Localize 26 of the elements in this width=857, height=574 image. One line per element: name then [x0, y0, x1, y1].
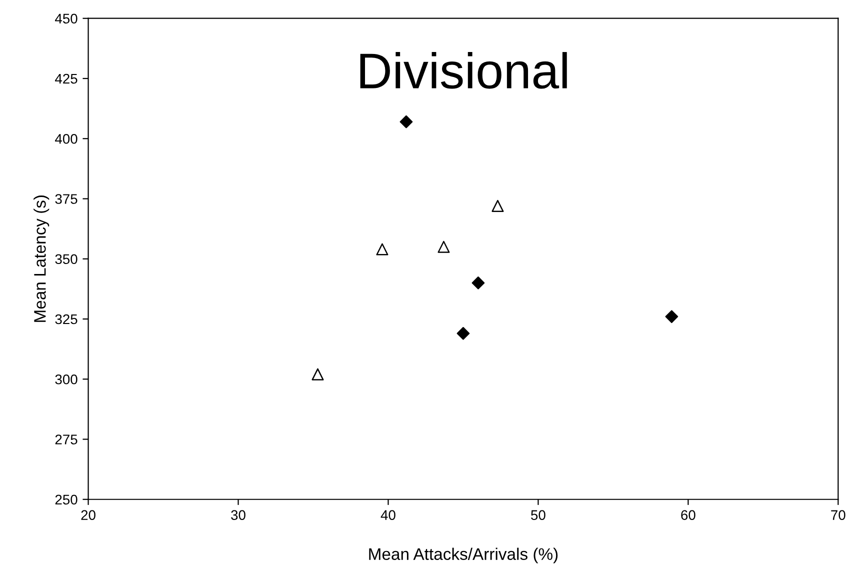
y-tick-label: 300 [55, 374, 78, 384]
x-tick-label: 40 [380, 510, 396, 520]
y-tick-label: 400 [55, 134, 78, 144]
point [312, 368, 324, 380]
x-tick-label: 50 [531, 510, 546, 520]
x-tick-label: 20 [81, 510, 96, 520]
y-tick-label: 250 [55, 494, 78, 505]
x-tick-label: 30 [231, 510, 246, 520]
y-tick-label: 425 [55, 74, 78, 84]
y-tick-label: 275 [55, 434, 78, 444]
point [376, 243, 388, 256]
y-tick-label: 375 [55, 194, 78, 204]
y-tick-label: 350 [55, 254, 78, 264]
x-tick-label: 60 [681, 510, 696, 520]
y-tick-label: 325 [55, 314, 78, 324]
point [665, 310, 678, 324]
y-tick-label: 450 [55, 14, 78, 24]
y-axis-title: Mean Latency (s) [34, 196, 50, 322]
text: Divisional [360, 52, 567, 89]
point [456, 326, 470, 340]
point [492, 200, 504, 212]
point [400, 115, 413, 128]
x-axis-title: Mean Attacks/Arrivals (%) [369, 548, 558, 564]
x-tick-label: 70 [831, 510, 846, 520]
point [472, 276, 485, 290]
point [438, 240, 450, 253]
